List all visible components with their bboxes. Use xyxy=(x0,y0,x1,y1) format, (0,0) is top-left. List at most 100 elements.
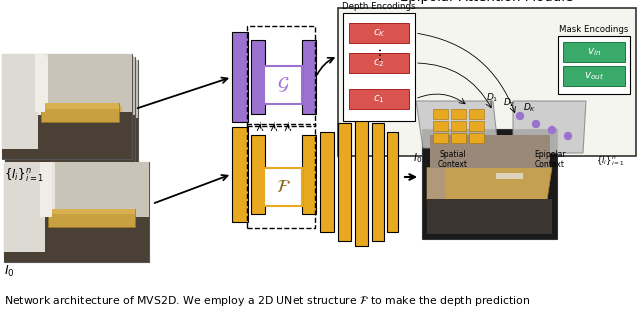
Bar xyxy=(427,199,552,234)
Bar xyxy=(451,121,466,131)
Bar xyxy=(47,209,134,227)
Bar xyxy=(469,121,484,131)
Text: $\mathcal{G}$: $\mathcal{G}$ xyxy=(276,76,289,94)
Text: $c_K$: $c_K$ xyxy=(372,27,385,39)
Text: $\{I_i\}_{i=1}^n$: $\{I_i\}_{i=1}^n$ xyxy=(4,166,44,183)
Bar xyxy=(433,109,448,119)
Bar xyxy=(430,134,550,167)
Bar xyxy=(232,127,248,222)
Polygon shape xyxy=(513,101,586,153)
Bar xyxy=(2,112,132,159)
Bar xyxy=(51,57,135,115)
Bar xyxy=(4,162,45,252)
Bar xyxy=(451,133,466,143)
Text: $v_{out}$: $v_{out}$ xyxy=(584,70,604,82)
Text: $\{I_i\}_{i=1}^n$: $\{I_i\}_{i=1}^n$ xyxy=(596,154,625,167)
Bar xyxy=(8,60,138,165)
Bar xyxy=(41,103,119,109)
Bar xyxy=(563,42,625,62)
Text: $c_1$: $c_1$ xyxy=(373,93,385,105)
Text: $D_K$: $D_K$ xyxy=(523,101,536,114)
Bar xyxy=(302,135,316,214)
Bar xyxy=(264,66,302,104)
Bar xyxy=(496,173,524,178)
Polygon shape xyxy=(416,101,498,148)
Bar xyxy=(469,133,484,143)
Bar xyxy=(387,132,398,232)
Polygon shape xyxy=(427,167,552,201)
Bar xyxy=(232,32,248,122)
Bar xyxy=(55,162,149,217)
Bar xyxy=(4,162,149,262)
Bar xyxy=(35,54,45,112)
Bar xyxy=(5,57,42,151)
Bar xyxy=(44,106,122,112)
Bar xyxy=(8,60,44,154)
Circle shape xyxy=(532,121,540,127)
Bar xyxy=(433,133,448,143)
Circle shape xyxy=(516,112,524,120)
Bar xyxy=(15,111,43,133)
Bar xyxy=(47,54,132,112)
Text: $I_0$: $I_0$ xyxy=(413,151,422,165)
Bar xyxy=(44,106,122,125)
Bar xyxy=(2,54,38,149)
Bar xyxy=(320,132,334,232)
Bar xyxy=(17,81,40,111)
Bar xyxy=(469,109,484,119)
Bar xyxy=(8,60,54,118)
Bar xyxy=(38,57,48,115)
Text: Epipolar Attention Module: Epipolar Attention Module xyxy=(401,0,573,4)
Bar xyxy=(47,109,125,115)
Bar xyxy=(349,89,409,109)
Bar xyxy=(338,123,351,241)
Bar xyxy=(12,107,40,131)
Bar xyxy=(451,109,466,119)
Bar xyxy=(4,162,55,217)
Bar xyxy=(2,54,132,159)
Text: $D_2$: $D_2$ xyxy=(503,96,515,109)
Text: ⋯: ⋯ xyxy=(372,46,386,60)
Bar xyxy=(302,40,316,114)
Bar xyxy=(14,78,38,107)
Bar xyxy=(5,57,135,162)
Bar xyxy=(14,182,40,210)
Bar xyxy=(41,103,119,122)
Bar xyxy=(349,53,409,73)
Bar xyxy=(355,118,368,246)
Bar xyxy=(251,135,265,214)
Bar xyxy=(422,129,557,239)
Bar xyxy=(349,23,409,43)
Bar xyxy=(2,54,47,112)
Text: Epipolar
Context: Epipolar Context xyxy=(534,150,566,169)
Text: Network architecture of MVS2D. We employ a 2D UNet structure $\mathcal{F}$ to ma: Network architecture of MVS2D. We employ… xyxy=(4,294,531,308)
Text: $D_1$: $D_1$ xyxy=(486,91,499,104)
Bar xyxy=(11,75,35,104)
Bar xyxy=(54,60,138,118)
Bar xyxy=(8,118,138,165)
Bar xyxy=(47,109,125,128)
Circle shape xyxy=(564,133,572,139)
Bar xyxy=(40,162,52,217)
Text: Depth Encodings: Depth Encodings xyxy=(342,2,416,11)
Text: Mask Encodings: Mask Encodings xyxy=(559,25,628,34)
Bar xyxy=(251,40,265,114)
Bar xyxy=(40,60,51,118)
Bar xyxy=(372,123,384,241)
Bar xyxy=(338,8,636,156)
Bar xyxy=(5,57,51,115)
Bar xyxy=(247,124,315,228)
Bar xyxy=(433,121,448,131)
Bar xyxy=(343,13,415,121)
Text: $\mathcal{F}$: $\mathcal{F}$ xyxy=(276,178,291,196)
Text: $I_0$: $I_0$ xyxy=(4,264,15,279)
Bar xyxy=(563,66,625,86)
Bar xyxy=(264,168,302,206)
Bar xyxy=(47,209,134,214)
Bar xyxy=(247,26,315,126)
Bar xyxy=(8,104,37,127)
Circle shape xyxy=(548,127,556,133)
Bar xyxy=(5,115,135,162)
Bar xyxy=(12,210,43,232)
Bar xyxy=(427,167,445,201)
